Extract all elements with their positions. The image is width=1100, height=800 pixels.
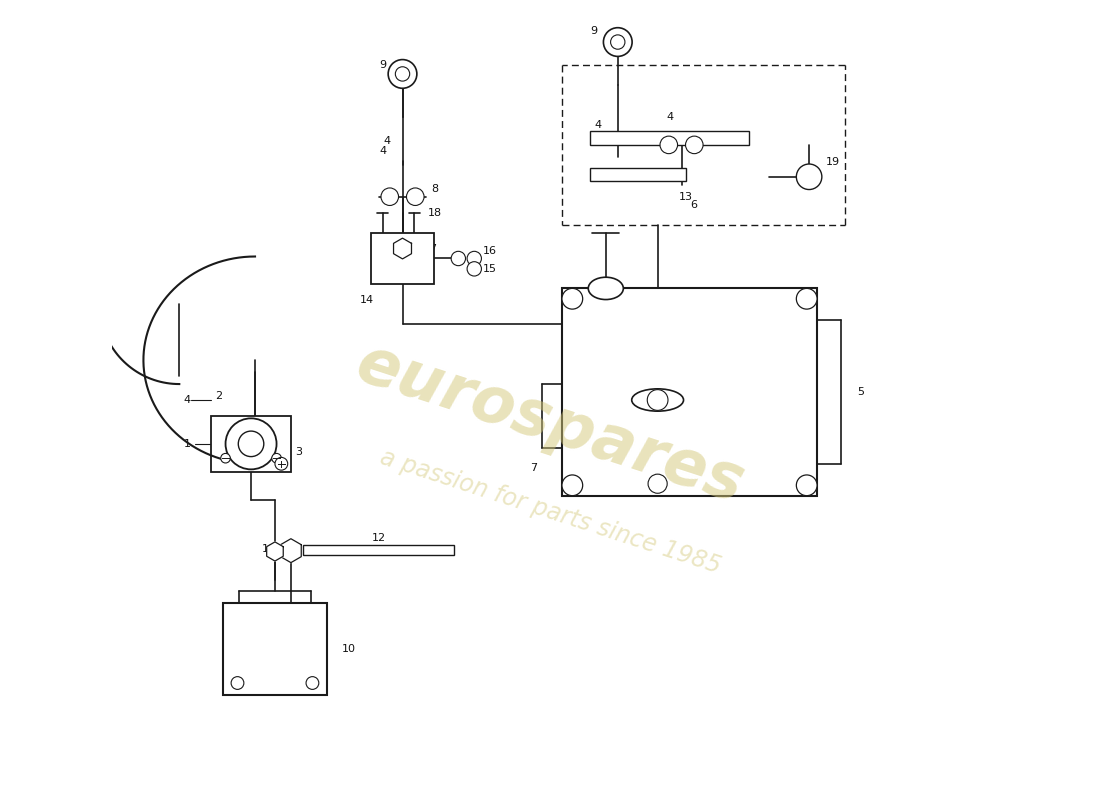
Text: 8: 8: [431, 184, 438, 194]
Text: 6: 6: [690, 200, 697, 210]
Text: 11: 11: [262, 544, 276, 554]
Text: 9: 9: [379, 60, 386, 70]
Circle shape: [306, 677, 319, 690]
Text: 4: 4: [594, 120, 602, 130]
Text: eurospares: eurospares: [349, 332, 751, 516]
Circle shape: [604, 28, 632, 56]
Text: 15: 15: [483, 264, 497, 274]
Text: 4: 4: [383, 136, 390, 146]
Circle shape: [239, 431, 264, 457]
Circle shape: [796, 475, 817, 496]
Circle shape: [796, 164, 822, 190]
Circle shape: [648, 474, 668, 494]
Text: 2: 2: [216, 391, 222, 401]
Circle shape: [395, 66, 409, 81]
Text: 4: 4: [379, 146, 386, 156]
Circle shape: [451, 251, 465, 266]
Circle shape: [647, 390, 668, 410]
Circle shape: [275, 458, 288, 470]
Text: 3: 3: [296, 447, 303, 457]
Circle shape: [468, 251, 482, 266]
Text: 12: 12: [372, 533, 386, 543]
Polygon shape: [394, 238, 411, 259]
Polygon shape: [266, 542, 283, 561]
Polygon shape: [280, 538, 301, 562]
Bar: [562, 288, 817, 496]
Circle shape: [388, 59, 417, 88]
Circle shape: [221, 454, 230, 463]
Bar: [590, 168, 685, 181]
Circle shape: [468, 262, 482, 276]
Circle shape: [562, 288, 583, 309]
Text: 1: 1: [184, 439, 190, 449]
Bar: [211, 416, 290, 472]
Text: 16: 16: [483, 246, 497, 255]
Text: 4: 4: [184, 395, 190, 405]
Circle shape: [272, 454, 282, 463]
Text: 7: 7: [530, 462, 538, 473]
Circle shape: [660, 136, 678, 154]
Bar: [371, 233, 435, 285]
Circle shape: [562, 475, 583, 496]
Circle shape: [685, 136, 703, 154]
Ellipse shape: [631, 389, 683, 411]
Text: 18: 18: [427, 208, 441, 218]
Text: 13: 13: [679, 192, 693, 202]
Text: a passion for parts since 1985: a passion for parts since 1985: [376, 445, 724, 578]
Ellipse shape: [588, 278, 624, 299]
Circle shape: [226, 418, 276, 470]
Bar: [223, 603, 327, 695]
Circle shape: [381, 188, 398, 206]
Text: 9: 9: [591, 26, 597, 36]
Bar: [302, 545, 454, 555]
Text: 19: 19: [826, 158, 840, 167]
Text: 10: 10: [342, 644, 356, 654]
Circle shape: [407, 188, 424, 206]
Text: 17: 17: [424, 243, 438, 254]
Circle shape: [796, 288, 817, 309]
Text: 14: 14: [360, 295, 374, 306]
Circle shape: [610, 35, 625, 50]
Circle shape: [231, 677, 244, 690]
Text: 4: 4: [666, 112, 673, 122]
Text: 5: 5: [857, 387, 865, 397]
Bar: [590, 130, 749, 145]
